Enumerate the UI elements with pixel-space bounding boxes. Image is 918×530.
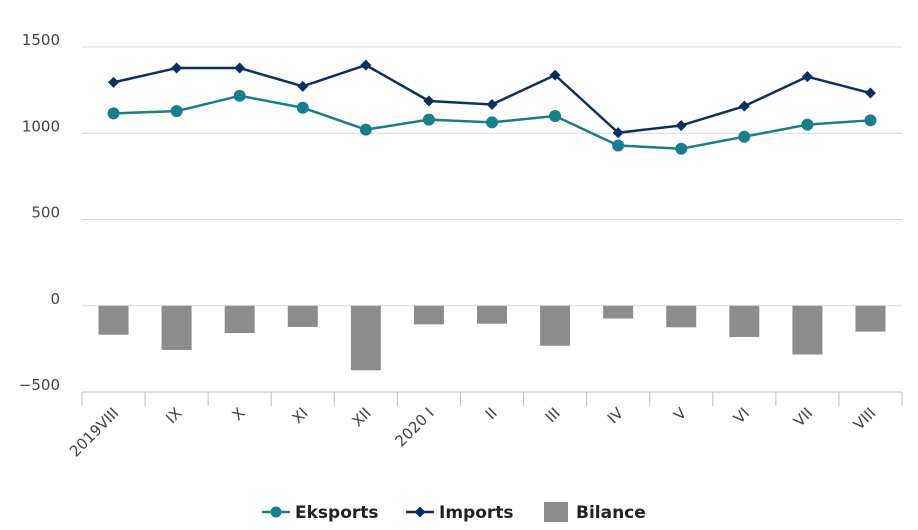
x-tick-label: VI — [730, 404, 753, 427]
point-eksports — [801, 118, 814, 131]
x-tick-label: VII — [790, 404, 816, 430]
legend-marker-eksports — [270, 506, 282, 518]
bar-bilance — [224, 305, 255, 334]
point-eksports — [549, 110, 562, 122]
x-tick-label: II — [482, 404, 501, 423]
bar-bilance — [161, 305, 192, 350]
legend-label-imports: Imports — [439, 503, 514, 523]
point-imports — [549, 69, 561, 81]
point-imports — [423, 95, 435, 107]
x-axis: 2019VIII IX X XI XII 2020 I II III IV V VI VII VIII — [66, 391, 903, 460]
point-eksports — [675, 142, 688, 155]
bilance-bars — [98, 305, 886, 371]
y-tick-label: 500 — [31, 204, 60, 222]
point-eksports — [359, 123, 372, 136]
point-eksports — [738, 130, 751, 143]
x-tick-label: XII — [348, 404, 374, 430]
point-imports — [486, 98, 498, 110]
point-eksports — [864, 114, 877, 127]
point-eksports — [486, 116, 498, 129]
bar-bilance — [666, 305, 697, 328]
bar-bilance — [287, 305, 318, 327]
x-tick-label: XI — [288, 404, 311, 427]
point-imports — [801, 71, 813, 83]
x-tick-label: IX — [162, 404, 185, 427]
bar-bilance — [603, 305, 634, 319]
y-tick-label: −500 — [19, 376, 60, 394]
y-tick-label: 0 — [50, 290, 60, 308]
bar-bilance — [98, 305, 129, 335]
legend-marker-imports — [414, 506, 426, 518]
legend-label-bilance: Bilance — [576, 503, 646, 523]
gridlines — [82, 46, 902, 307]
point-imports — [360, 59, 372, 71]
point-imports — [297, 80, 309, 92]
point-eksports — [612, 139, 625, 152]
point-imports — [612, 127, 624, 139]
y-tick-label: 1500 — [22, 31, 60, 49]
x-tick-label: X — [229, 404, 249, 424]
point-eksports — [422, 113, 435, 126]
bar-bilance — [729, 305, 760, 337]
bar-bilance — [855, 305, 886, 332]
legend-label-eksports: Eksports — [295, 503, 379, 523]
series-lines — [107, 59, 877, 155]
point-eksports — [107, 107, 120, 120]
x-tick-label: 2019VIII — [66, 404, 122, 460]
point-imports — [171, 62, 183, 74]
y-tick-label: 1000 — [22, 117, 60, 135]
point-imports — [675, 119, 687, 131]
point-eksports — [170, 105, 183, 118]
point-imports — [108, 76, 120, 88]
point-imports — [864, 87, 876, 99]
legend-swatch-bilance — [544, 502, 568, 522]
x-tick-label: VIII — [850, 404, 879, 433]
point-imports — [738, 100, 750, 112]
y-axis: −500 0 500 1000 1500 — [19, 31, 60, 394]
legend: Eksports Imports Bilance — [262, 502, 646, 523]
bar-bilance — [413, 305, 444, 325]
x-tick-label: 2020 I — [392, 404, 438, 450]
bar-bilance — [350, 305, 381, 371]
point-imports — [234, 62, 246, 74]
point-eksports — [233, 89, 246, 102]
x-tick-label: V — [670, 404, 691, 425]
bar-bilance — [477, 305, 507, 324]
point-eksports — [296, 101, 309, 114]
x-tick-label: IV — [604, 404, 628, 428]
bar-bilance — [540, 305, 571, 346]
x-tick-label: III — [542, 404, 564, 426]
bar-bilance — [792, 305, 823, 355]
